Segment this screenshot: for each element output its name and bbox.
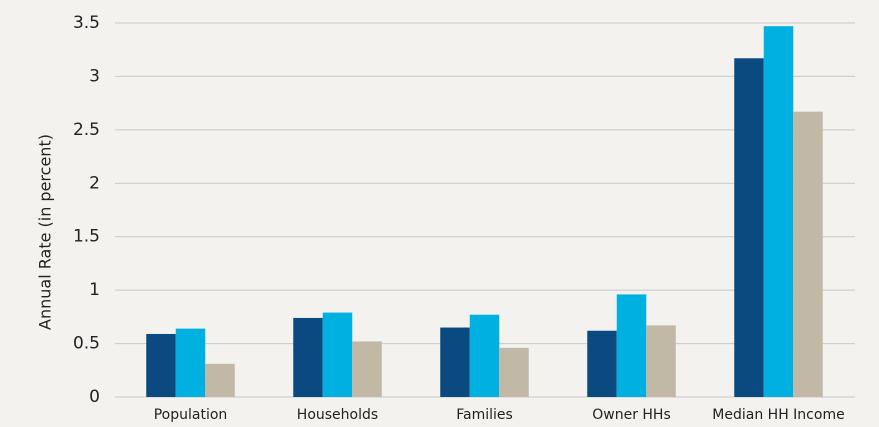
bar [146, 333, 176, 397]
y-tick-label: 2 [89, 173, 100, 193]
bar [793, 111, 823, 397]
x-tick-label: Owner HHs [592, 407, 671, 423]
y-tick-label: 2.5 [73, 120, 100, 140]
x-tick-label: Population [154, 407, 228, 423]
bar [205, 363, 235, 397]
y-tick-label: 3.5 [73, 13, 100, 33]
bar [322, 312, 353, 397]
y-tick-label: 1 [89, 280, 100, 300]
x-tick-label: Households [297, 407, 378, 423]
y-tick-label: 0.5 [73, 334, 100, 354]
bar [734, 58, 764, 398]
y-tick-label: 3 [89, 66, 100, 86]
y-tick-label: 1.5 [73, 227, 100, 247]
bar [352, 341, 382, 397]
bar [763, 26, 794, 397]
y-axis-label: Annual Rate (in percent) [36, 134, 55, 330]
x-tick-label: Families [456, 407, 513, 423]
bar [616, 294, 647, 397]
bar [175, 328, 206, 397]
bar [587, 330, 617, 397]
bar [499, 347, 529, 397]
bar [646, 325, 676, 397]
bar [469, 314, 500, 397]
bar [293, 317, 323, 397]
x-tick-label: Median HH Income [712, 407, 844, 423]
y-tick-label: 0 [89, 387, 100, 407]
bar [440, 327, 470, 397]
